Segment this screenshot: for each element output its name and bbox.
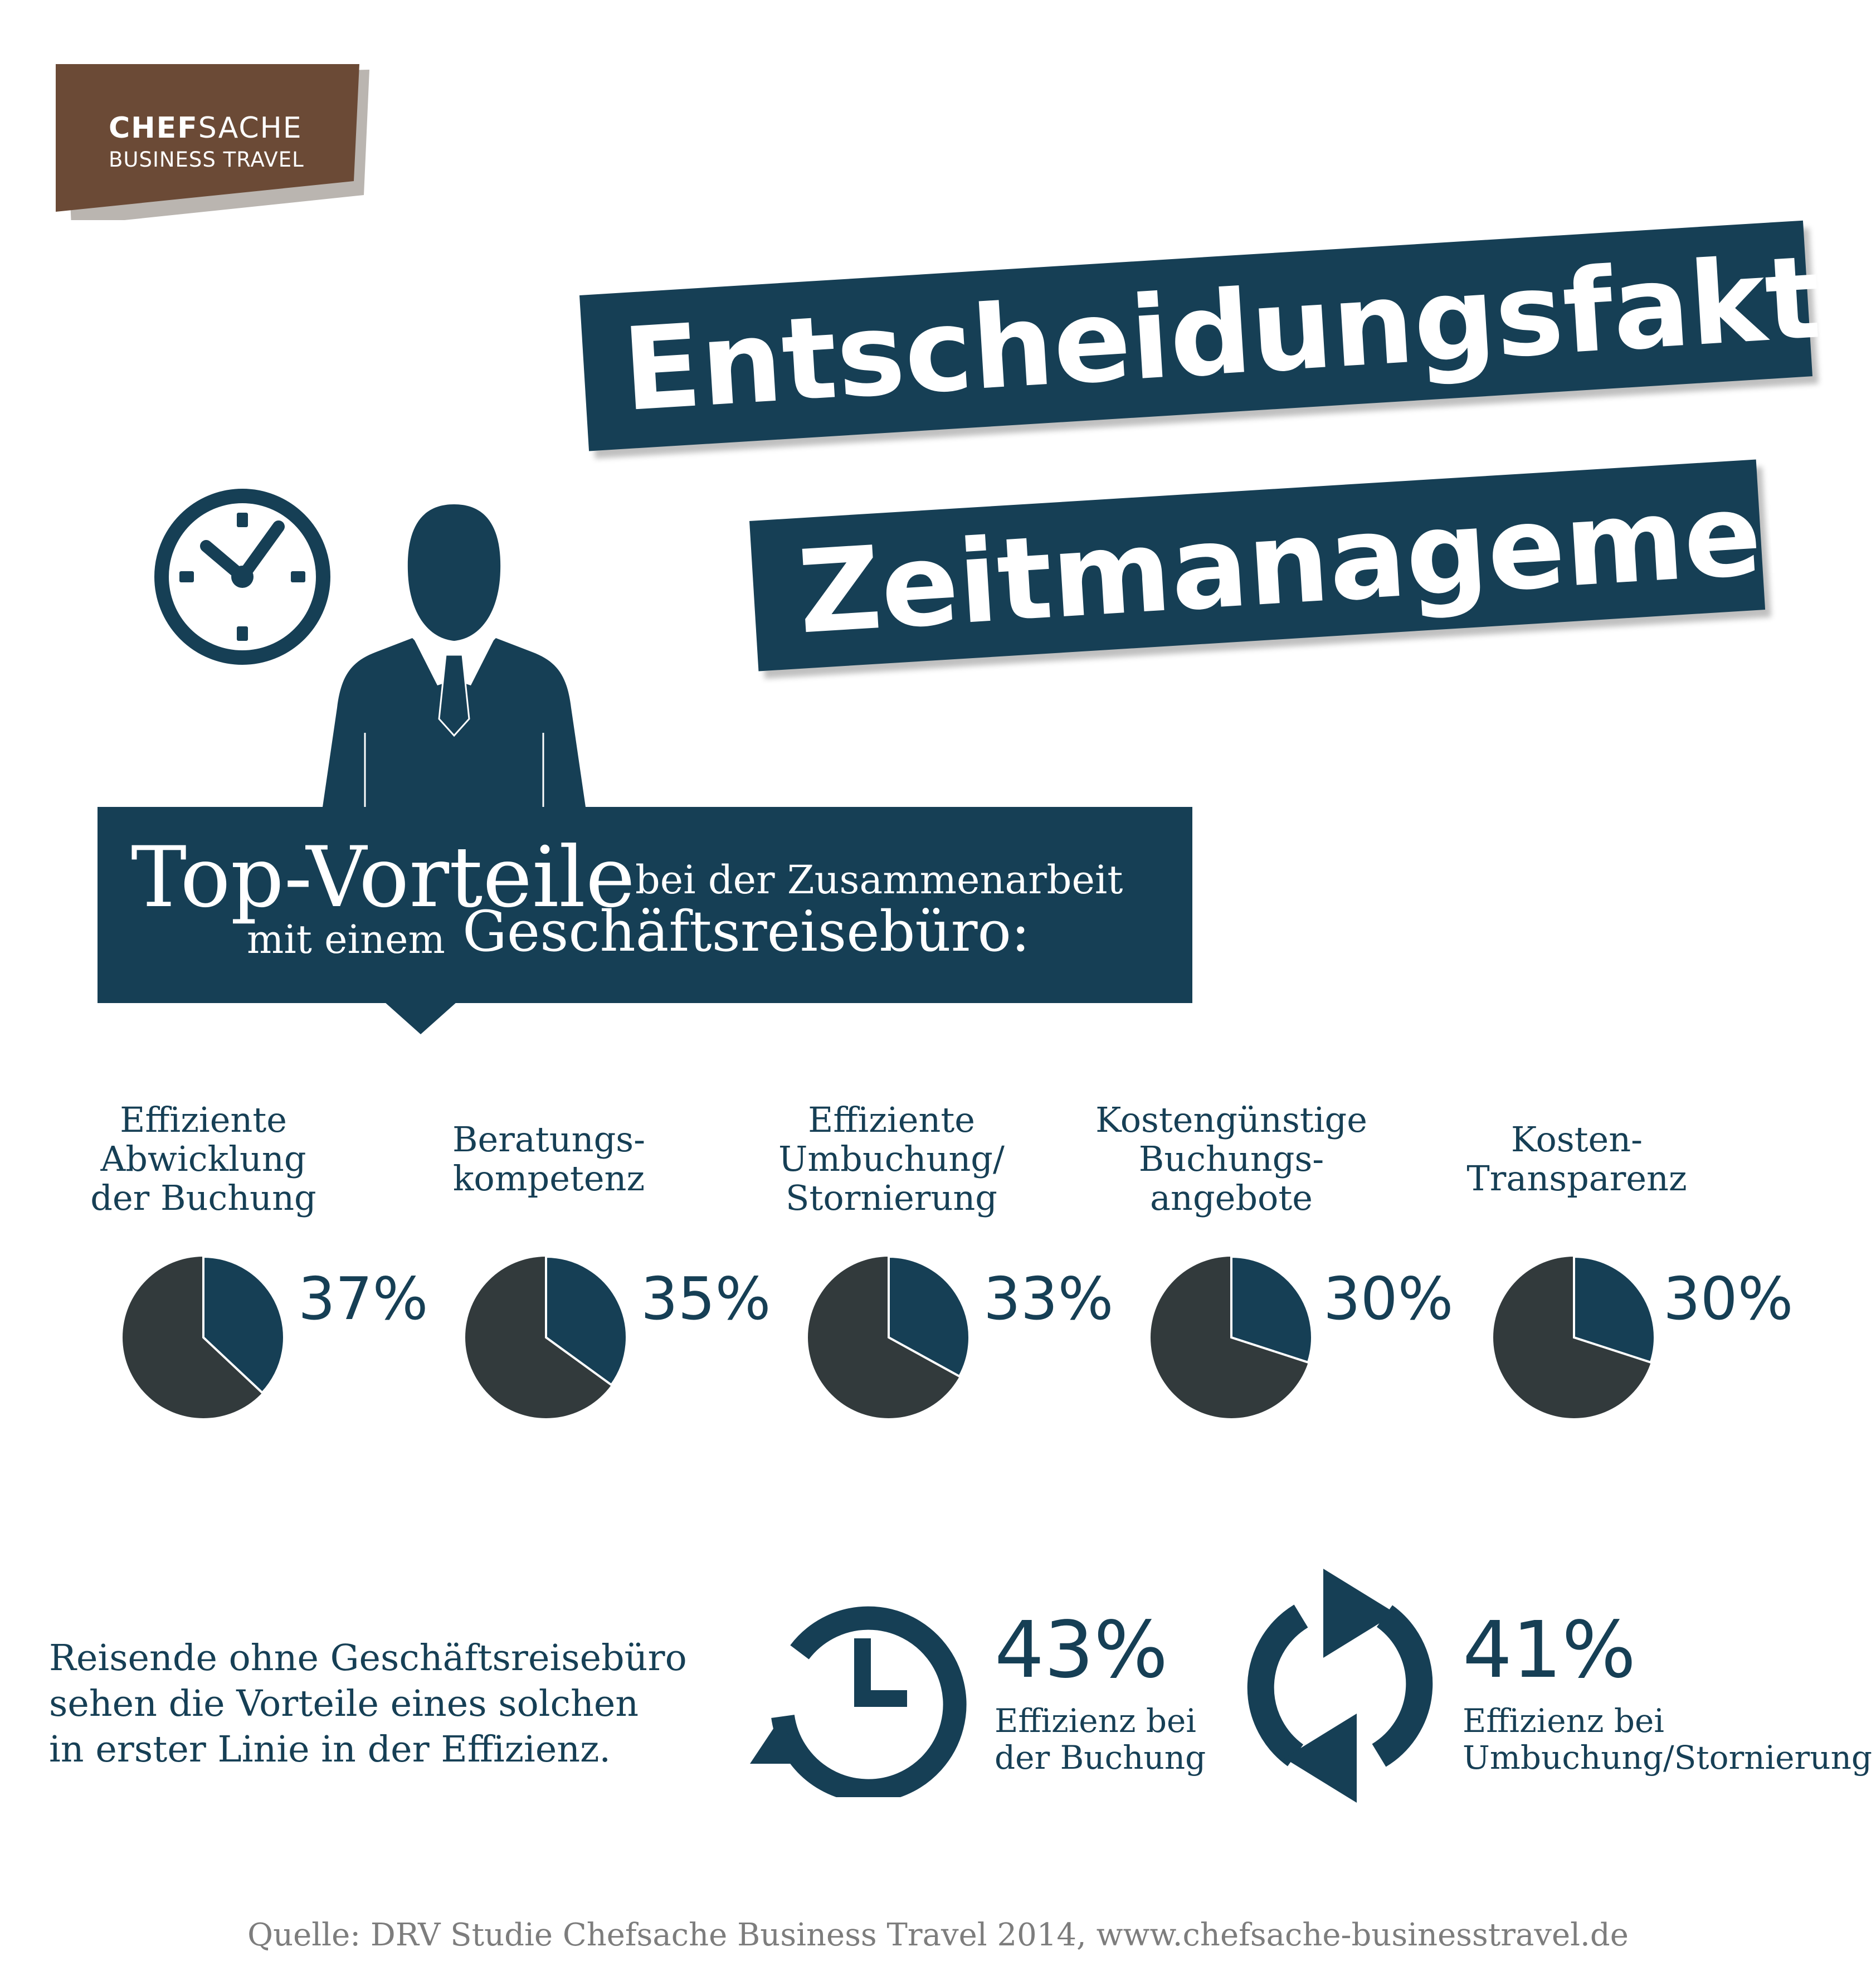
pie-value-slice	[1573, 1255, 1656, 1364]
title-line-1: Entscheidungsfaktor	[579, 220, 1876, 451]
category-label-line: Umbuchung/	[778, 1138, 1005, 1179]
category-label-line: Kosten-	[1510, 1119, 1643, 1160]
box-subheading-3: Geschäftsreisebüro:	[462, 899, 1030, 964]
title-line-2: Zeitmanagement	[749, 459, 1876, 671]
box-subheading-2: mit einem	[247, 917, 445, 962]
refresh-arrows-icon	[1247, 1569, 1433, 1803]
box-subheading-1: bei der Zusammenarbeit	[635, 857, 1123, 903]
category-label-line: angebote	[1150, 1177, 1313, 1218]
category-label-line: Buchungs-	[1138, 1138, 1324, 1179]
top-advantages-box: Top-Vorteile bei der Zusammenarbeit mit …	[98, 807, 1192, 1003]
stat-1-label-line: der Buchung	[995, 1739, 1206, 1777]
bottom-statement-line: sehen die Vorteile eines solchen	[49, 1683, 639, 1725]
clock-icon	[154, 489, 330, 665]
pie-value-slice	[1230, 1255, 1313, 1364]
speech-tail	[384, 1002, 457, 1034]
value-label: 35%	[641, 1265, 771, 1333]
category-label: Kostengünstige Buchungs- angebote	[1092, 1101, 1371, 1218]
logo-rest-text: SACHE	[198, 111, 303, 145]
stat-2-value: 41%	[1463, 1605, 1636, 1696]
stat-2-label-line: Umbuchung/Stornierung	[1463, 1739, 1873, 1777]
value-label: 30%	[1323, 1265, 1454, 1333]
value-label: 33%	[983, 1265, 1114, 1333]
pie-value-slice	[888, 1255, 971, 1378]
source-note: Quelle: DRV Studie Chefsache Business Tr…	[247, 1917, 1629, 1953]
category-label-line: Abwicklung	[100, 1138, 306, 1179]
category-label: Effiziente Umbuchung/ Stornierung	[761, 1101, 1022, 1218]
category-label-line: Effiziente	[120, 1099, 287, 1140]
pie-charts	[123, 1255, 1656, 1418]
category-label-line: Effiziente	[808, 1099, 975, 1140]
logo-subtitle: BUSINESS TRAVEL	[109, 148, 304, 172]
bottom-statement: Reisende ohne Geschäftsreisebüro sehen d…	[49, 1636, 687, 1773]
pie-value-slice	[545, 1255, 628, 1387]
logo-bold-text: CHEF	[109, 111, 198, 145]
category-label: Beratungs- kompetenz	[418, 1120, 680, 1198]
stat-2-label-line: Effizienz bei	[1463, 1702, 1664, 1740]
category-label-line: Stornierung	[786, 1177, 997, 1218]
stat-1-value: 43%	[995, 1605, 1168, 1696]
box-heading: Top-Vorteile	[131, 829, 635, 926]
value-label: 37%	[298, 1265, 428, 1333]
category-label: Kosten- Transparenz	[1446, 1120, 1708, 1198]
businessman-icon	[322, 504, 586, 811]
category-label-line: kompetenz	[452, 1158, 645, 1199]
stat-1-label: Effizienz bei der Buchung	[995, 1702, 1206, 1776]
category-label-line: Beratungs-	[452, 1119, 646, 1160]
stat-1-label-line: Effizienz bei	[995, 1702, 1196, 1740]
value-label: 30%	[1663, 1265, 1794, 1333]
bottom-statement-line: Reisende ohne Geschäftsreisebüro	[49, 1637, 687, 1679]
logo: CHEFSACHE BUSINESS TRAVEL	[56, 64, 373, 220]
category-label: Effiziente Abwicklung der Buchung	[72, 1101, 334, 1218]
stat-2-label: Effizienz bei Umbuchung/Stornierung	[1463, 1702, 1872, 1776]
clock-arrow-icon	[750, 1606, 967, 1797]
bottom-statement-line: in erster Linie in der Effizienz.	[49, 1729, 611, 1770]
pie-value-slice	[202, 1255, 285, 1395]
category-label-line: Kostengünstige	[1095, 1099, 1367, 1140]
category-label-line: der Buchung	[90, 1177, 316, 1218]
category-label-line: Transparenz	[1466, 1158, 1687, 1199]
